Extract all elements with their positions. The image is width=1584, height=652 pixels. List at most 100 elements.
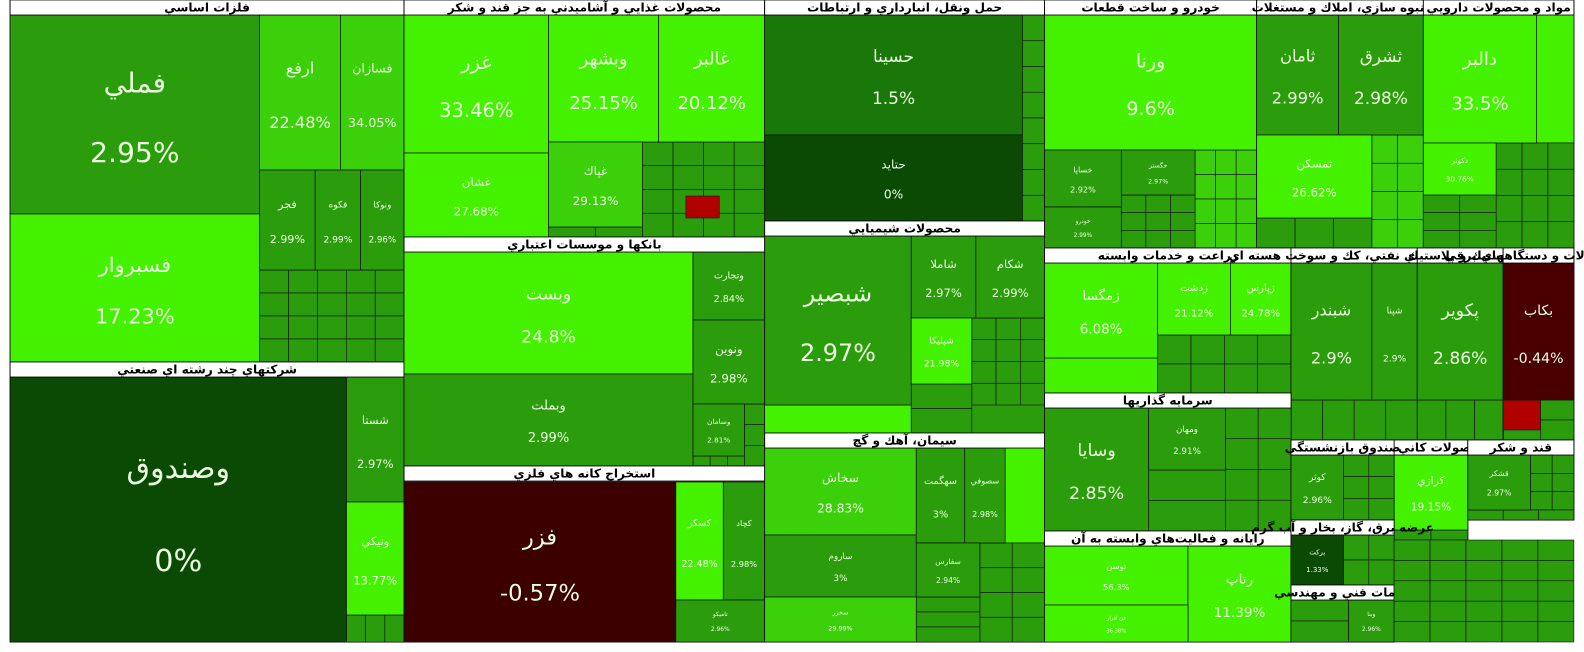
filler-tile [384, 614, 405, 643]
tile [9, 213, 260, 363]
tile [9, 14, 260, 215]
filler-tile [1537, 580, 1575, 602]
tile [314, 169, 361, 271]
tile [764, 596, 917, 643]
tile-change: 2.95% [90, 136, 179, 169]
tile [1290, 534, 1344, 586]
tile-change: 2.97% [1487, 489, 1512, 498]
filler-tile [979, 542, 1013, 569]
tile [1120, 149, 1196, 196]
tile-change: 20.12% [677, 93, 745, 114]
filler-tile [1257, 438, 1292, 470]
filler-tile [910, 383, 973, 409]
tile-symbol: خودرو [1075, 219, 1091, 225]
tile-change: 29.99% [828, 626, 852, 633]
tile [1044, 206, 1122, 249]
filler-tile [971, 317, 997, 341]
filler-tile [1011, 616, 1045, 643]
filler-tile [1190, 363, 1225, 394]
tile [1502, 262, 1575, 401]
tile-change: 2.96% [1362, 627, 1381, 633]
filler-tile [1537, 539, 1575, 561]
tile-change: 2.99% [1272, 89, 1324, 108]
tile-change: 22.48% [269, 113, 331, 132]
filler-tile [1148, 469, 1226, 501]
filler-tile [1145, 212, 1171, 231]
filler-tile [703, 141, 735, 167]
tile [1348, 599, 1395, 643]
tile-symbol: ورنا [1136, 51, 1166, 73]
tile-change: 2.96% [1303, 496, 1332, 506]
filler-tile [1547, 221, 1575, 249]
filler-tile [1551, 454, 1575, 474]
tile-change: 2.94% [936, 576, 960, 585]
filler-tile [1495, 168, 1523, 196]
filler-tile [1501, 600, 1539, 622]
filler-tile [1022, 40, 1045, 67]
filler-tile [1393, 560, 1431, 582]
filler-tile [1121, 194, 1147, 213]
sector-title: حمل ونقل، انبارداري و ارتباطات [807, 1, 1002, 16]
filler-tile [1022, 169, 1045, 196]
filler-tile [1429, 539, 1467, 561]
tile-change: -0.44% [1514, 351, 1564, 367]
tile [692, 319, 766, 405]
tile-change: 27.68% [454, 204, 499, 218]
tile-change: 1.5% [872, 88, 915, 108]
tile-symbol: فزر [522, 525, 557, 551]
filler-tile [1393, 600, 1431, 622]
filler-tile [1417, 399, 1447, 441]
tile-symbol: ساروم [829, 552, 853, 562]
filler-tile [1294, 217, 1334, 249]
tile-symbol: زمگسا [1083, 288, 1120, 304]
filler-tile [1538, 509, 1575, 521]
tile-symbol: بكاب [1524, 303, 1553, 319]
tile [1256, 14, 1339, 136]
sector-header [1290, 519, 1395, 536]
filler-tile [1343, 454, 1370, 477]
tile [1256, 134, 1373, 219]
tile-symbol: فن افزار [1106, 615, 1126, 621]
tile-change: 2.99% [528, 431, 569, 446]
filler-tile [365, 614, 386, 643]
tile-symbol: قشكر [1489, 469, 1510, 478]
filler-tile [995, 317, 1021, 341]
sector-header [1044, 392, 1292, 409]
filler-tile [288, 292, 318, 317]
sector-title: صندوق بازنشستگي [1285, 441, 1401, 456]
tile-change: 2.97% [800, 339, 876, 367]
tile-symbol: پكوير [1441, 301, 1480, 321]
tile-change: 33.46% [439, 99, 513, 122]
filler-tile [733, 212, 766, 238]
filler-tile [744, 424, 766, 446]
filler-tile [995, 361, 1021, 384]
filler-tile [1235, 223, 1257, 249]
tile [1044, 262, 1159, 359]
tile [1338, 14, 1424, 136]
tile-symbol: شستا [362, 413, 389, 427]
tile [548, 141, 643, 228]
sector-title: فلزات اساسي [164, 1, 250, 15]
tile-change: 2.99% [992, 286, 1029, 300]
filler-tile [1393, 580, 1431, 602]
filler-tile [1225, 499, 1259, 532]
filler-tile [1547, 195, 1575, 223]
tile [675, 599, 766, 643]
filler-tile [1157, 334, 1192, 365]
filler-tile [764, 404, 912, 434]
tile [1044, 14, 1258, 151]
filler-tile [317, 292, 347, 317]
filler-tile [1044, 357, 1158, 394]
tile [9, 376, 347, 643]
tile-change: 2.97% [1148, 179, 1168, 186]
tile-symbol: سخزر [831, 610, 848, 617]
filler-tile [1022, 117, 1045, 145]
tile-symbol: خگستر [1148, 162, 1168, 170]
tile-change: 21.12% [1175, 308, 1214, 319]
tile [1371, 262, 1418, 401]
filler-tile [595, 226, 643, 238]
tile-change: 26.62% [1292, 186, 1337, 200]
sector-title: استخراج كانه هاي فلزي [513, 467, 655, 481]
filler-tile [1465, 621, 1503, 643]
